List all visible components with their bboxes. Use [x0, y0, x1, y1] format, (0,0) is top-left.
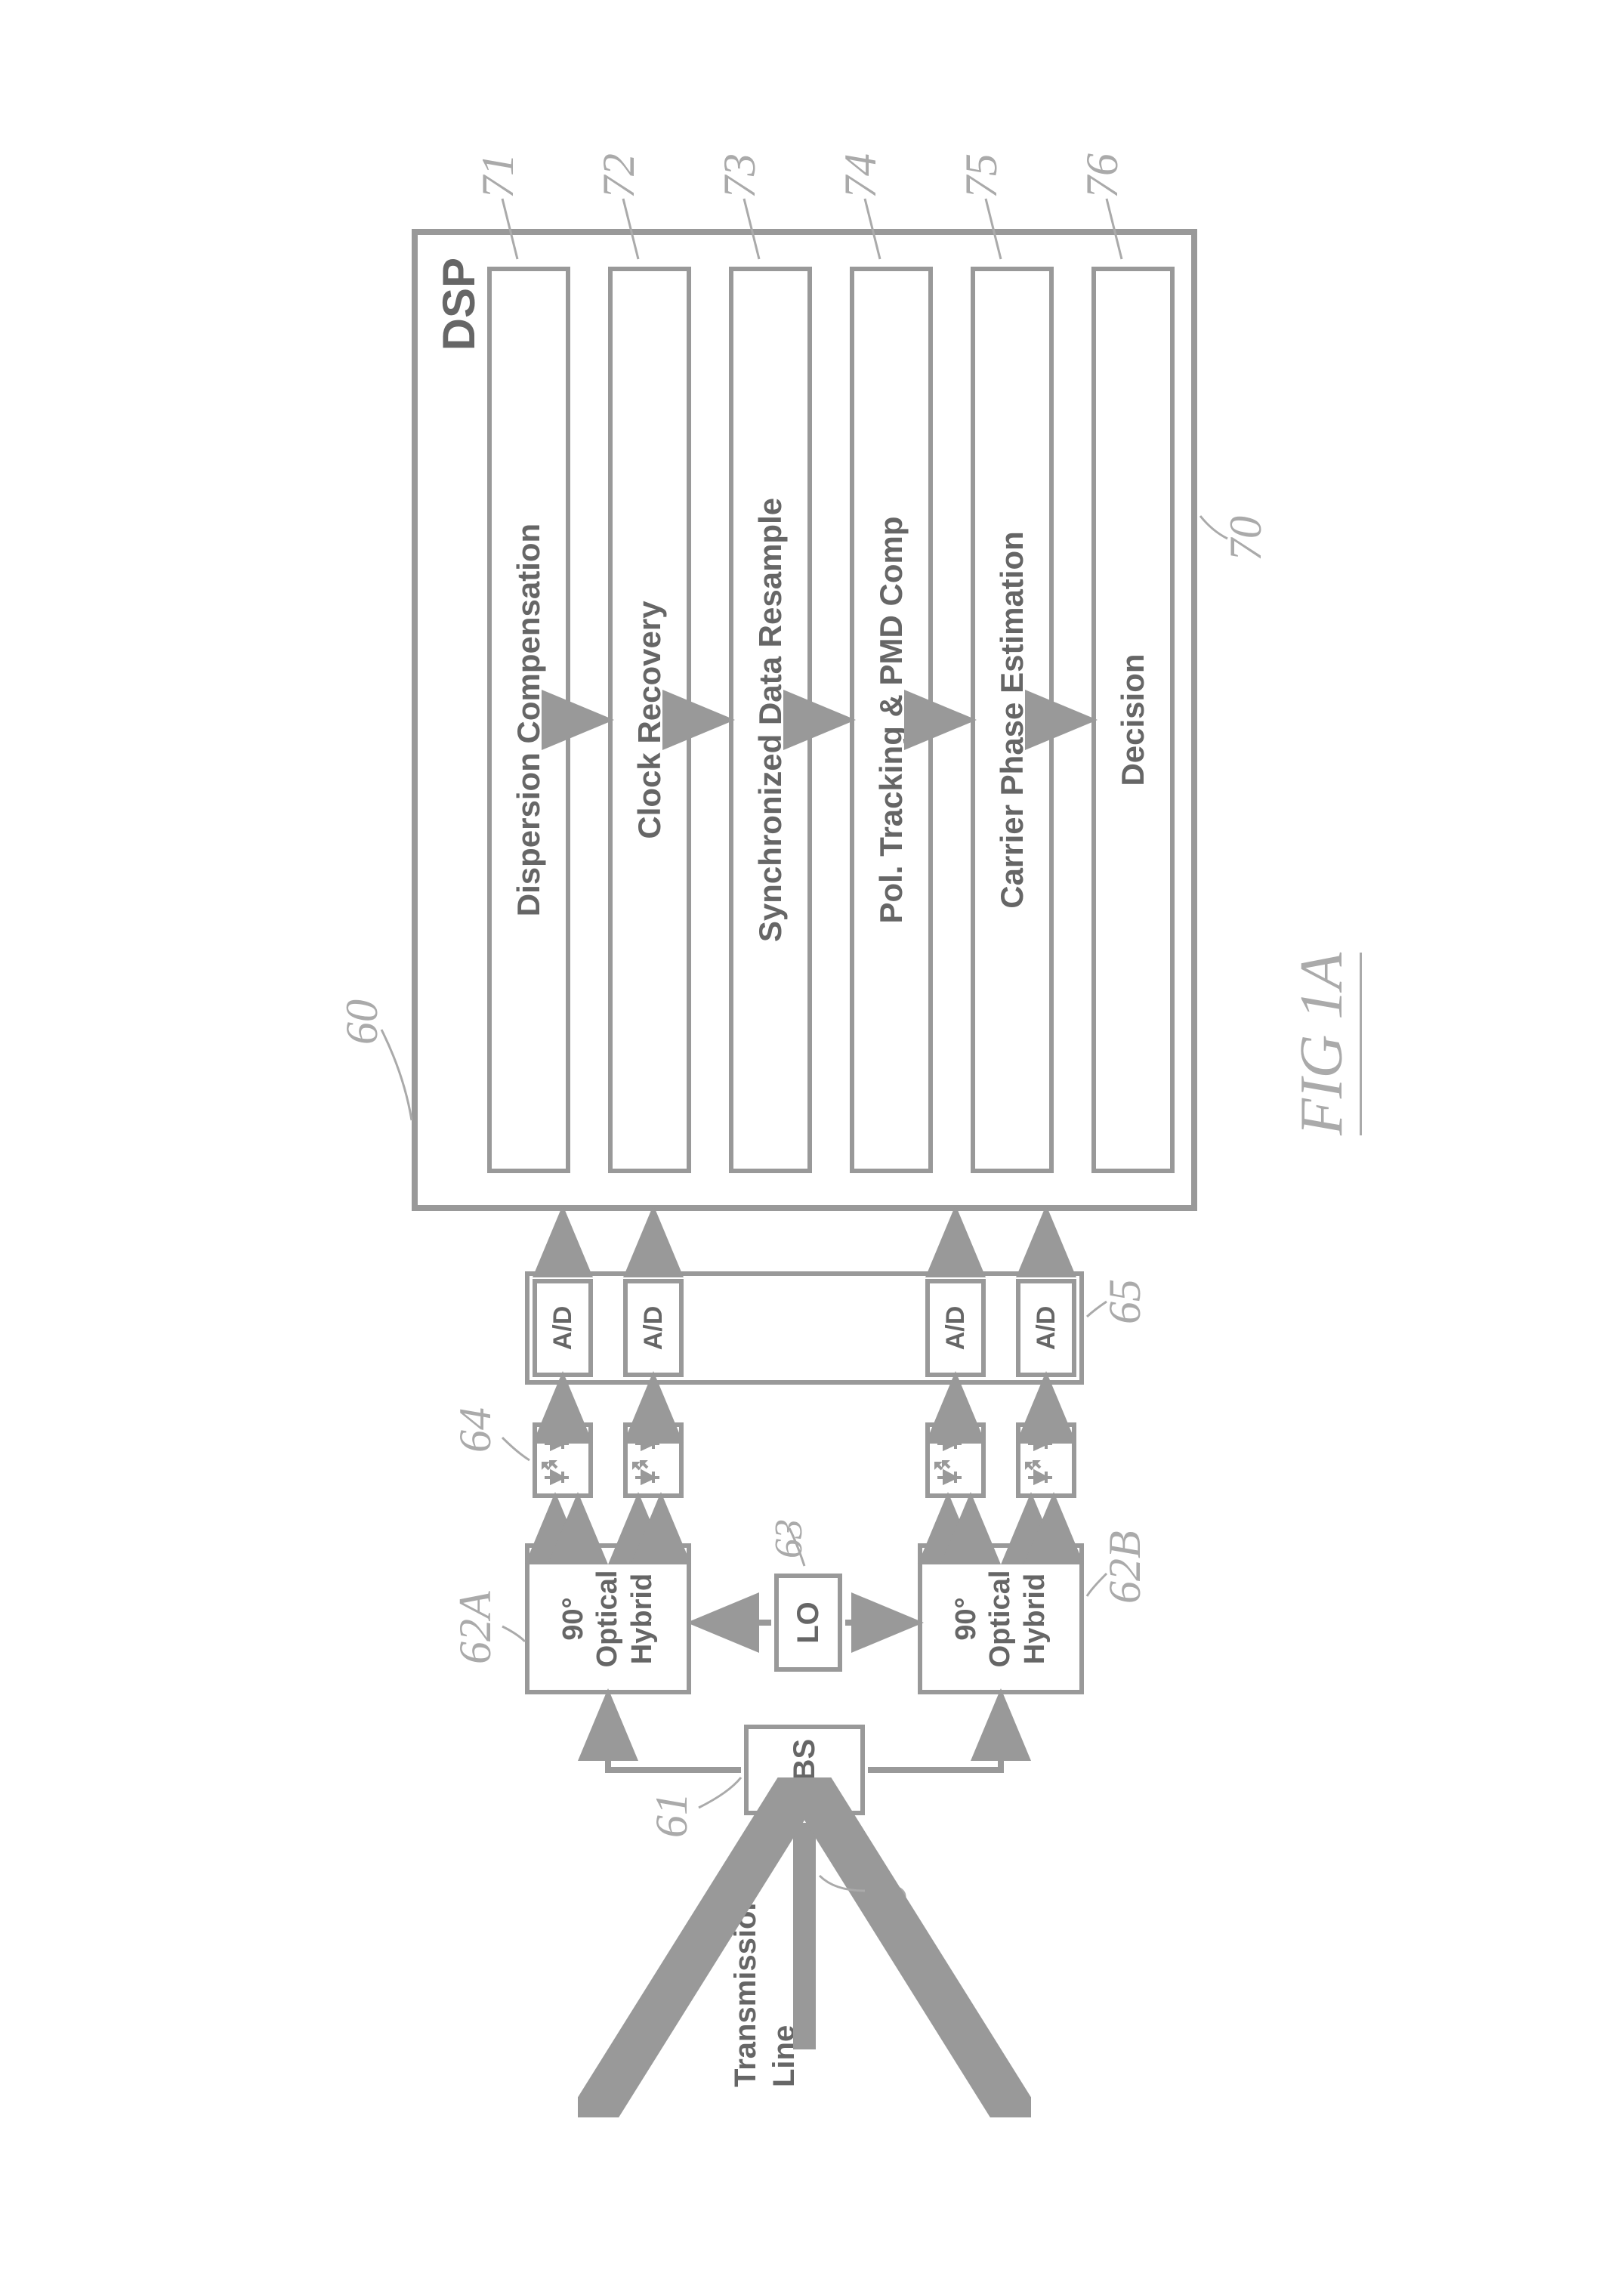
dsp-stage-3: Pol. Tracking & PMD Comp [850, 267, 933, 1173]
dsp-stage-4: Carrier Phase Estimation [971, 267, 1054, 1173]
photodiode-4 [1016, 1422, 1076, 1498]
pbs-block: PBS [744, 1725, 865, 1815]
lo-text: LO [792, 1601, 826, 1644]
transmission-line-label: Transmission Line [729, 1892, 801, 2087]
ref-62a: 62A [449, 1591, 502, 1664]
adc4-text: A/D [1032, 1305, 1061, 1350]
dsp-stage-5: Decision [1091, 267, 1175, 1173]
ref-70: 70 [1220, 516, 1272, 561]
tx-line2: Line [767, 1892, 801, 2087]
figure-label: FIG 1A [1288, 952, 1362, 1135]
adc-3: A/D [925, 1279, 986, 1377]
dsp-stage-1: Clock Recovery [608, 267, 691, 1173]
adc-1: A/D [533, 1279, 593, 1377]
dsp-stage-0: Dispersion Compensation [487, 267, 570, 1173]
adc-2: A/D [623, 1279, 684, 1377]
adc-4: A/D [1016, 1279, 1076, 1377]
ref-50: 50 [865, 1883, 917, 1929]
hybrid-b-block: 90° Optical Hybrid [918, 1543, 1084, 1694]
adc1-text: A/D [548, 1305, 578, 1350]
adc2-text: A/D [639, 1305, 668, 1350]
ref-60: 60 [336, 999, 388, 1045]
photodiode-3 [925, 1422, 986, 1498]
hyb-a-l1: 90° [557, 1570, 591, 1667]
hyb-a-l3: Hybrid [625, 1570, 660, 1667]
hyb-b-l2: Optical [983, 1570, 1018, 1667]
adc-container [525, 1271, 1084, 1385]
ref-73: 73 [714, 153, 766, 199]
hyb-b-l1: 90° [949, 1570, 984, 1667]
stage5-text: Decision [1115, 653, 1151, 786]
stage3-text: Pol. Tracking & PMD Comp [873, 516, 909, 923]
ref-64: 64 [449, 1407, 502, 1453]
hyb-a-l2: Optical [591, 1570, 625, 1667]
pbs-text: PBS [788, 1738, 822, 1800]
stage0-text: Dispersion Compensation [511, 523, 547, 916]
dsp-stage-2: Synchronized Data Resample [729, 267, 812, 1173]
tx-line1: Transmission [729, 1892, 763, 2087]
ref-63: 63 [767, 1519, 811, 1558]
ref-71: 71 [472, 153, 524, 199]
ref-72: 72 [593, 153, 645, 199]
stage4-text: Carrier Phase Estimation [994, 531, 1030, 909]
stage1-text: Clock Recovery [631, 601, 668, 839]
lo-block: LO [774, 1574, 842, 1672]
ref-62b: 62B [1099, 1530, 1151, 1604]
coherent-receiver-diagram: Transmission Line PBS LO 90° Optical Hyb… [170, 153, 1454, 2117]
adc3-text: A/D [941, 1305, 971, 1350]
photodiode-1 [533, 1422, 593, 1498]
ref-74: 74 [835, 153, 887, 199]
dsp-title: DSP [433, 258, 485, 351]
stage2-text: Synchronized Data Resample [752, 497, 789, 941]
ref-75: 75 [956, 153, 1008, 199]
hybrid-a-block: 90° Optical Hybrid [525, 1543, 691, 1694]
hyb-b-l3: Hybrid [1018, 1570, 1053, 1667]
ref-61: 61 [646, 1793, 698, 1838]
ref-76: 76 [1076, 153, 1128, 199]
ref-65: 65 [1099, 1279, 1151, 1324]
photodiode-2 [623, 1422, 684, 1498]
